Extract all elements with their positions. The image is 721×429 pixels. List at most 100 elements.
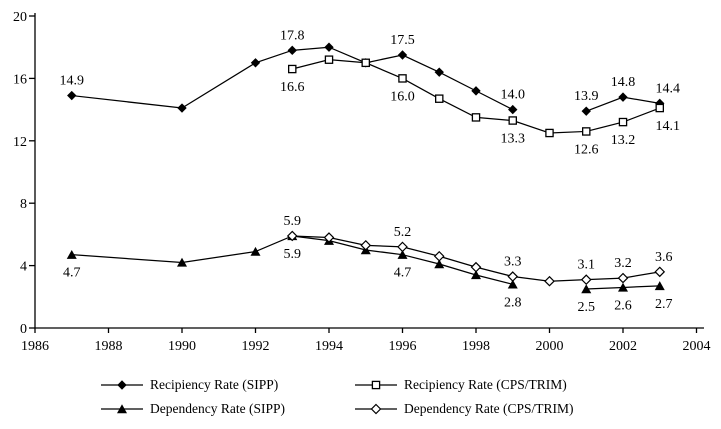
point-marker [286,230,298,242]
x-tick-label: 1996 [389,339,417,354]
series-recipiency-rate-cps-trim: 16.6 16.0 13.3 12.6 13.2 14.1 [280,55,681,157]
point-marker [654,266,666,278]
series-dependency-rate-cps-trim: 5.9 5.2 3.3 3.1 3.2 3.6 [284,214,673,287]
legend-item-dependency-rate-cps-trim: Dependency Rate (CPS/TRIM) [354,399,573,419]
point-marker [287,45,297,56]
point-label: 2.6 [614,298,632,313]
point-marker [360,239,372,251]
x-tick-label: 1990 [168,339,196,354]
point-label: 2.8 [504,295,522,310]
legend-label: Recipiency Rate (SIPP) [150,377,279,392]
point-marker [508,116,517,125]
series-recipiency-rate-sipp: 14.9 17.8 17.5 14.0 13.9 14.8 14.4 [60,28,681,116]
x-tick-label: 1992 [242,339,270,354]
x-tick-label: 1988 [95,339,123,354]
point-label: 5.2 [394,225,412,240]
point-marker [618,282,628,292]
point-marker [324,55,334,64]
series-line [71,235,513,285]
point-marker [434,67,444,77]
y-tick-label: 20 [13,10,27,25]
y-tick-label: 12 [13,135,27,150]
point-marker [361,58,370,68]
x-tick-label: 1986 [21,339,49,354]
point-marker [177,257,187,267]
point-marker [250,58,261,68]
point-marker [654,281,665,291]
point-marker [471,113,481,122]
point-marker [398,74,407,83]
point-marker [471,86,481,96]
point-label: 14.4 [656,81,681,96]
point-label: 14.8 [611,75,636,90]
point-marker [582,127,591,136]
point-label: 13.3 [501,132,526,147]
point-marker [544,275,555,287]
filled-diamond-icon [101,380,143,390]
point-marker [434,94,444,103]
point-marker [580,274,592,285]
point-marker [433,250,445,262]
point-label: 12.6 [574,142,599,157]
point-marker [581,106,591,116]
point-marker [177,103,187,113]
legend-label: Recipiency Rate (CPS/TRIM) [404,377,567,392]
x-tick-label: 1998 [462,339,490,354]
y-tick-label: 0 [20,322,27,337]
point-label: 5.9 [284,214,302,229]
point-marker [545,128,554,138]
legend-label: Dependency Rate (CPS/TRIM) [404,401,574,416]
legend-item-dependency-rate-sipp: Dependency Rate (SIPP) [100,399,354,419]
point-marker [67,90,77,101]
legend-item-recipiency-rate-cps-trim: Recipiency Rate (CPS/TRIM) [354,375,573,395]
point-marker [287,64,297,74]
point-label: 17.5 [390,33,415,48]
filled-triangle-icon [101,404,143,414]
series-line [292,59,660,134]
series-dependency-rate-sipp: 4.7 5.9 4.7 2.8 2.5 2.6 2.7 [63,231,673,315]
point-label: 3.3 [504,255,522,270]
point-label: 2.5 [578,300,596,315]
y-tick-label: 8 [20,197,27,212]
legend-label: Dependency Rate (SIPP) [150,401,285,416]
point-marker [618,92,628,102]
point-label: 14.9 [60,74,85,89]
point-label: 14.0 [501,88,526,103]
point-label: 4.7 [63,266,81,281]
legend-item-recipiency-rate-sipp: Recipiency Rate (SIPP) [100,375,354,395]
legend: Recipiency Rate (SIPP) Recipiency Rate (C… [100,375,573,419]
point-label: 16.6 [280,80,305,95]
point-marker [66,249,77,259]
point-label: 14.1 [656,119,681,134]
x-tick-label: 1994 [315,339,343,354]
point-label: 2.7 [655,297,673,312]
point-marker [324,42,334,52]
point-marker [434,259,445,269]
point-label: 3.6 [655,250,673,265]
point-marker [618,117,628,127]
point-marker [508,104,518,115]
point-marker [470,261,482,273]
x-tick-label: 2000 [536,339,564,354]
point-marker [617,272,629,284]
point-label: 13.9 [574,89,599,104]
point-label: 13.2 [611,133,636,148]
point-label: 3.1 [578,258,596,273]
point-marker [507,271,519,282]
point-label: 16.0 [390,89,415,104]
point-label: 17.8 [280,28,305,43]
y-tick-label: 4 [20,260,27,275]
point-marker [655,103,665,113]
point-marker [397,241,408,253]
point-marker [581,284,592,294]
point-marker [323,232,335,243]
point-marker [250,246,261,256]
point-marker [397,50,408,60]
x-tick-label: 2004 [683,339,711,354]
point-marker [507,279,518,289]
open-diamond-icon [355,403,397,415]
y-tick-label: 16 [13,72,27,87]
point-label: 3.2 [614,256,632,271]
